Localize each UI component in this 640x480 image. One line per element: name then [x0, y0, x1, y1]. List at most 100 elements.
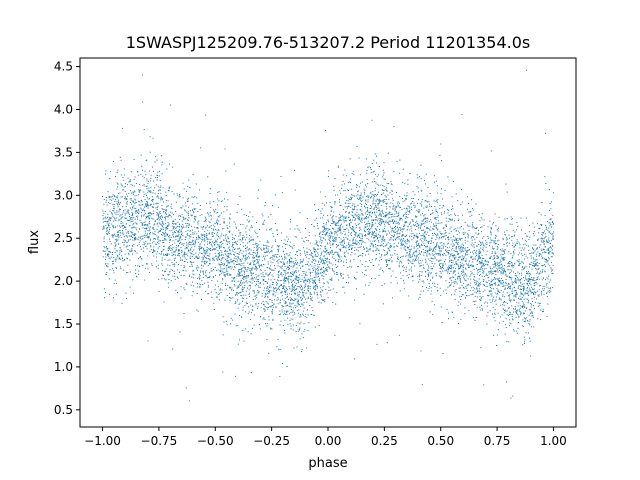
- data-point: [262, 278, 264, 280]
- data-point: [217, 249, 219, 251]
- data-point: [298, 249, 300, 251]
- data-point: [352, 212, 354, 213]
- data-point: [357, 236, 359, 238]
- data-point: [480, 263, 482, 265]
- data-point: [112, 251, 114, 253]
- data-point: [460, 281, 462, 283]
- data-point: [474, 304, 476, 305]
- data-point: [530, 303, 532, 304]
- data-point: [465, 297, 466, 299]
- data-point: [343, 265, 345, 267]
- data-point: [475, 250, 477, 252]
- data-point: [243, 236, 245, 238]
- data-point: [494, 251, 496, 253]
- data-point: [460, 299, 462, 300]
- data-point: [349, 266, 351, 268]
- data-point: [153, 170, 154, 172]
- data-point: [299, 231, 301, 233]
- data-point: [298, 270, 300, 272]
- data-point: [177, 231, 179, 233]
- data-point: [465, 258, 467, 260]
- data-point: [395, 220, 397, 222]
- data-point: [417, 244, 419, 246]
- data-point: [285, 305, 287, 307]
- data-point: [417, 225, 419, 227]
- data-point: [144, 243, 146, 244]
- data-point: [132, 239, 134, 241]
- data-point: [460, 245, 462, 247]
- data-point: [305, 254, 306, 256]
- data-point: [177, 245, 179, 247]
- data-point: [441, 265, 443, 267]
- data-point: [396, 231, 398, 233]
- data-point: [392, 297, 393, 299]
- data-point: [280, 313, 281, 315]
- data-point: [211, 280, 213, 282]
- data-point: [317, 274, 319, 276]
- data-point: [112, 210, 114, 212]
- data-point: [139, 265, 141, 267]
- data-point: [514, 311, 516, 313]
- data-point: [218, 299, 220, 301]
- data-point: [465, 254, 467, 256]
- data-point: [264, 292, 266, 294]
- data-point: [464, 239, 466, 241]
- data-point: [412, 254, 414, 256]
- data-point: [368, 231, 370, 233]
- data-point: [455, 246, 457, 247]
- data-point: [445, 289, 447, 291]
- data-point: [150, 177, 152, 179]
- data-point: [536, 283, 538, 285]
- data-point: [291, 271, 293, 273]
- data-point: [495, 235, 497, 237]
- data-point: [164, 216, 166, 218]
- data-point: [355, 227, 357, 229]
- data-point: [263, 248, 265, 250]
- data-point: [526, 235, 528, 237]
- data-point: [244, 304, 246, 306]
- data-point: [511, 290, 513, 292]
- data-point: [441, 244, 443, 246]
- data-point: [439, 271, 441, 272]
- data-point: [118, 237, 120, 239]
- data-point: [425, 261, 427, 263]
- data-point: [122, 189, 124, 191]
- data-point: [136, 194, 138, 196]
- data-point: [405, 266, 407, 268]
- data-point: [258, 279, 259, 281]
- data-point: [277, 260, 279, 262]
- data-point: [169, 235, 171, 237]
- data-point: [421, 190, 423, 192]
- data-point: [504, 249, 506, 251]
- data-point: [304, 250, 305, 252]
- data-point: [427, 269, 429, 271]
- data-point: [103, 236, 105, 238]
- data-point: [533, 258, 535, 260]
- data-point: [512, 299, 514, 301]
- data-point: [268, 307, 269, 308]
- data-point: [212, 257, 213, 259]
- data-point: [216, 258, 218, 260]
- data-point: [504, 265, 505, 267]
- data-point: [495, 252, 497, 254]
- data-point: [461, 294, 463, 296]
- data-point: [488, 273, 490, 275]
- data-point: [428, 235, 430, 237]
- data-point: [416, 185, 418, 187]
- data-point: [302, 291, 304, 293]
- data-point: [542, 257, 544, 258]
- data-point: [195, 219, 196, 221]
- data-point: [510, 270, 512, 272]
- data-point: [126, 217, 128, 219]
- data-point: [387, 242, 389, 244]
- data-point: [507, 287, 509, 288]
- data-point: [165, 209, 167, 211]
- data-point: [238, 248, 240, 250]
- data-point: [440, 251, 442, 253]
- data-point: [364, 242, 366, 244]
- data-point: [539, 246, 541, 248]
- data-point: [474, 242, 476, 244]
- data-point: [280, 232, 282, 234]
- data-point: [434, 286, 436, 287]
- data-point: [167, 282, 169, 284]
